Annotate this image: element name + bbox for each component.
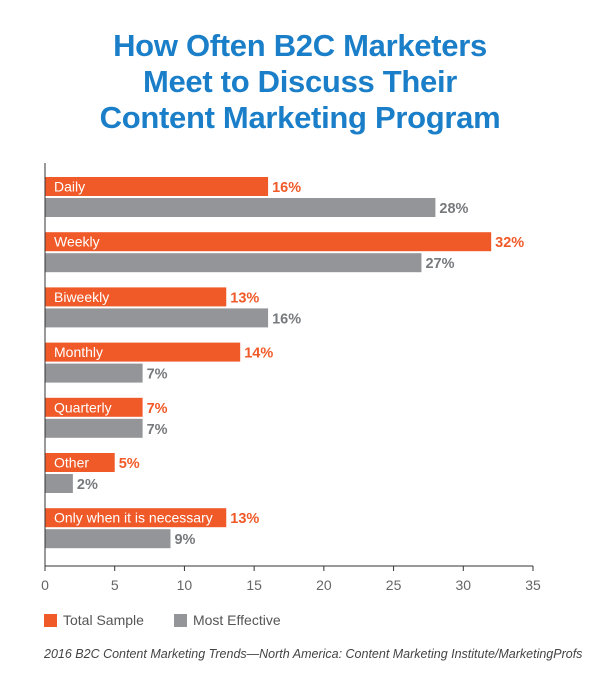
bar-effective-daily	[45, 198, 436, 217]
legend-label-total: Total Sample	[63, 612, 144, 628]
bar-total-daily	[45, 177, 269, 196]
bar-chart: 0 5 10 15 20 25 30 35 Daily 16% 28% Weekly 32% 27% Biw…	[41, 163, 541, 593]
category-label-only-when-it-is-necessary: Only when it is necessary	[54, 510, 213, 526]
bar-total-quarterly	[45, 397, 143, 417]
bar-effective-other	[45, 474, 73, 493]
x-tick-label-0: 0	[41, 577, 49, 593]
x-tick-label-25: 25	[386, 577, 402, 593]
bar-effective-monthly	[45, 363, 143, 383]
value-label-total-daily: 16%	[272, 180, 301, 196]
category-label-daily: Daily	[54, 179, 85, 195]
x-tick-label-30: 30	[455, 577, 471, 593]
value-label-effective-weekly: 27%	[425, 256, 454, 272]
bar-total-weekly	[45, 232, 492, 252]
value-label-effective-monthly: 7%	[147, 367, 168, 383]
x-tick-label-10: 10	[177, 577, 193, 593]
bar-total-only-when-it-is-necessary	[45, 508, 227, 528]
chart-legend: Total Sample Most Effective	[44, 612, 311, 628]
bar-total-biweekly	[45, 287, 227, 307]
x-tick-label-20: 20	[316, 577, 332, 593]
value-label-total-quarterly: 7%	[147, 401, 168, 417]
legend-swatch-total	[44, 613, 57, 627]
bar-effective-weekly	[45, 253, 422, 273]
category-label-other: Other	[54, 455, 89, 471]
legend-item-effective: Most Effective	[173, 612, 281, 628]
category-label-biweekly: Biweekly	[54, 289, 109, 305]
value-label-effective-daily: 28%	[439, 201, 468, 217]
chart-title: How Often B2C Marketers Meet to Discuss …	[0, 28, 600, 136]
x-tick-label-35: 35	[525, 577, 541, 593]
value-label-effective-other: 2%	[77, 477, 98, 493]
category-label-quarterly: Quarterly	[54, 399, 112, 415]
legend-swatch-effective	[173, 613, 187, 627]
x-tick-label-15: 15	[246, 577, 262, 593]
category-label-weekly: Weekly	[54, 234, 100, 250]
value-label-total-monthly: 14%	[244, 346, 273, 362]
value-label-total-other: 5%	[119, 456, 140, 472]
value-label-total-only-when-it-is-necessary: 13%	[230, 511, 259, 527]
value-label-effective-quarterly: 7%	[147, 422, 168, 438]
legend-item-total: Total Sample	[44, 612, 144, 628]
title-line-3: Content Marketing Program	[99, 100, 501, 135]
bar-effective-quarterly	[45, 418, 143, 438]
value-label-total-weekly: 32%	[495, 235, 524, 251]
title-line-2: Meet to Discuss Their	[142, 64, 458, 99]
value-label-effective-biweekly: 16%	[272, 311, 301, 327]
source-note: 2016 B2C Content Marketing Trends—North …	[44, 647, 583, 661]
bar-total-monthly	[45, 342, 241, 362]
category-label-monthly: Monthly	[54, 344, 103, 360]
value-label-effective-only-when-it-is-necessary: 9%	[174, 532, 195, 548]
bar-total-other	[45, 453, 115, 472]
bar-effective-biweekly	[45, 308, 269, 328]
bar-effective-only-when-it-is-necessary	[45, 529, 171, 549]
title-line-1: How Often B2C Marketers	[113, 28, 487, 63]
legend-label-effective: Most Effective	[192, 612, 281, 628]
value-label-total-biweekly: 13%	[230, 290, 259, 306]
x-tick-label-5: 5	[111, 577, 119, 593]
